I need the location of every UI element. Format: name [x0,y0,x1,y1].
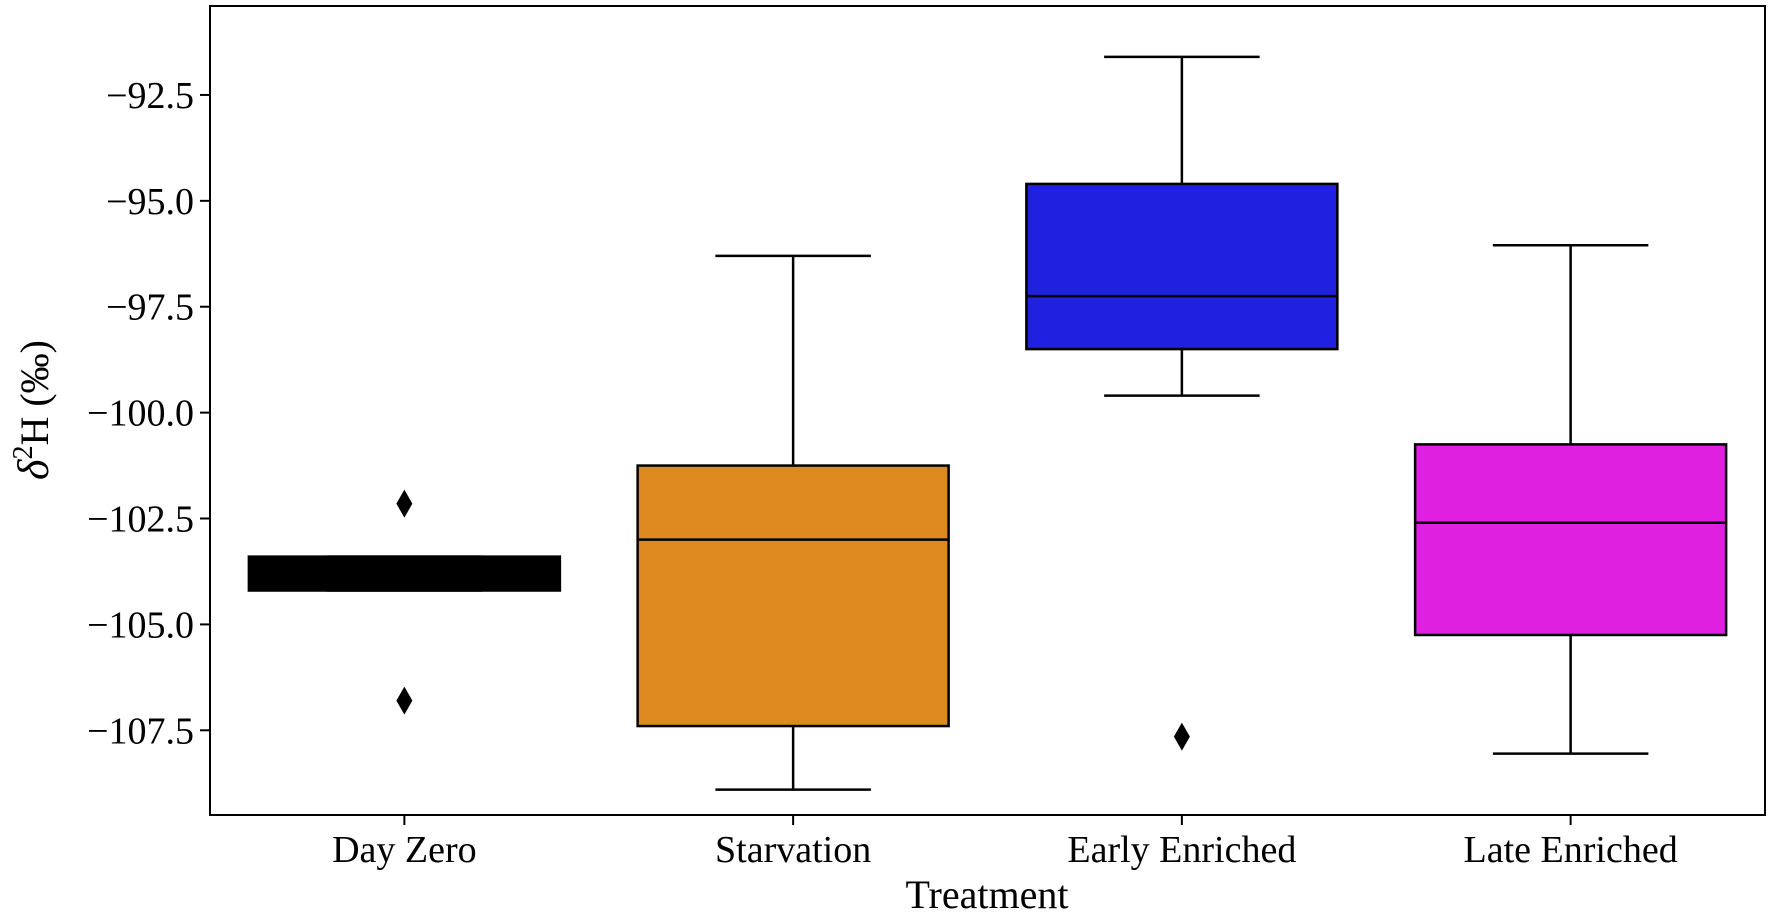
y-axis-title-superscript: 2 [8,446,39,460]
box-group-day-zero [247,489,562,715]
x-tick-label: Starvation [715,829,871,871]
box-early-enriched [1025,182,1339,351]
y-tick-label: −105.0 [87,604,194,646]
y-tick-label: −100.0 [87,393,194,435]
y-tick-label: −102.5 [87,499,194,541]
y-axis-title-delta: δ [9,458,58,480]
plot-frame [209,5,1766,816]
y-tick-label: −107.5 [87,710,194,752]
y-tick-label: −95.0 [106,181,194,223]
plot-content [247,55,1728,791]
box-group-starvation [636,254,950,791]
x-tick-label: Early Enriched [1067,829,1296,871]
x-tick-label: Late Enriched [1464,829,1678,871]
box-late-enriched [1413,443,1728,637]
outlier-marker [1173,722,1190,751]
outlier-marker [396,686,413,715]
box-starvation [636,464,950,728]
x-tick-label: Day Zero [332,829,477,871]
y-tick-label: −97.5 [106,287,194,329]
y-axis-title-rest: H (‰) [12,340,57,446]
y-tick-label: −92.5 [106,75,194,117]
y-axis-title: δ2H (‰) [8,340,58,480]
x-axis: Day Zero Starvation Early Enriched Late Enr… [332,815,1678,871]
outlier-marker [396,489,413,518]
x-axis-title: Treatment [906,872,1069,915]
box-group-early-enriched [1025,55,1339,751]
y-axis: −92.5 −95.0 −97.5 −100.0 −102.5 −105.0 −107.5 [87,75,210,752]
box-group-late-enriched [1413,244,1728,755]
